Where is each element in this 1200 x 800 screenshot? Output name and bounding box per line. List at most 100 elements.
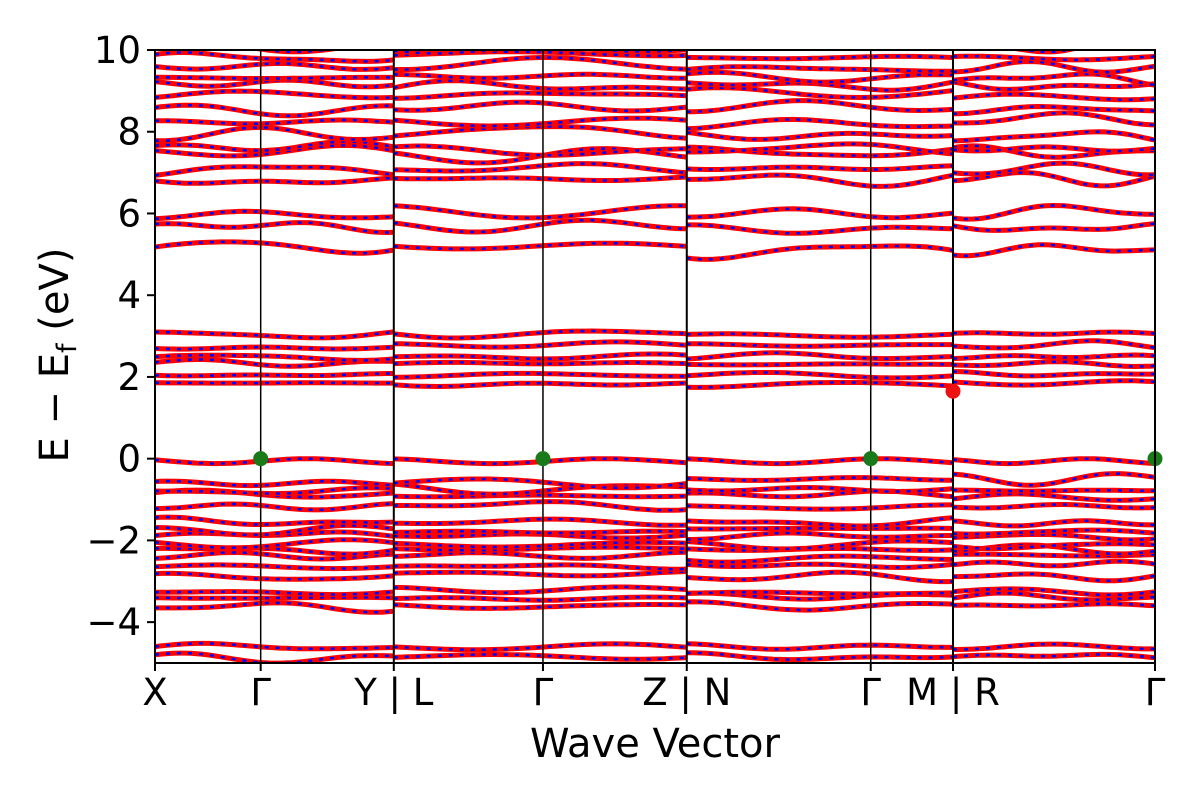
- x-axis-label: Wave Vector: [530, 721, 781, 767]
- band-line-blue: [686, 342, 953, 348]
- band-line-blue: [393, 642, 687, 651]
- band-line-blue: [952, 204, 1155, 221]
- band-line-blue: [952, 330, 1155, 336]
- y-tick-label: 2: [117, 356, 141, 399]
- y-axis-label-unit: (eV): [32, 248, 78, 344]
- y-tick-label: 4: [117, 274, 141, 317]
- band-line-blue: [155, 240, 395, 255]
- band-line-blue: [155, 590, 394, 596]
- band-line-blue: [952, 488, 1155, 493]
- band-line-blue: [952, 144, 1155, 159]
- x-tick-label: Γ: [1145, 671, 1166, 714]
- x-tick-label: Γ: [250, 671, 271, 714]
- band-line-blue: [155, 76, 394, 80]
- band-line-blue: [393, 493, 687, 498]
- band-line-blue: [686, 539, 954, 551]
- band-line-blue: [686, 503, 953, 511]
- band-line-blue: [953, 105, 1155, 115]
- x-tick-label: M | R: [906, 671, 1000, 714]
- band-line-blue: [952, 339, 1155, 350]
- band-line-blue: [686, 131, 954, 141]
- band-line-blue: [952, 161, 1155, 177]
- band-line-blue: [952, 60, 1155, 74]
- band-line-blue: [952, 111, 1155, 127]
- band-line-blue: [686, 332, 954, 339]
- band-line-blue: [155, 551, 394, 561]
- band-line-blue: [686, 476, 954, 482]
- band-line-blue: [686, 381, 954, 389]
- band-line-blue: [155, 486, 394, 495]
- band-line-blue: [686, 554, 954, 564]
- band-line-blue: [155, 502, 394, 512]
- band-line-blue: [393, 477, 687, 490]
- band-line-blue: [155, 538, 394, 550]
- band-line-blue: [155, 515, 394, 526]
- band-line-blue: [393, 50, 687, 55]
- band-line-blue: [393, 563, 687, 571]
- band-line-blue: [952, 472, 1155, 487]
- band-line-blue: [393, 352, 687, 361]
- band-line-blue: [155, 210, 394, 220]
- band-line-blue: [155, 524, 394, 537]
- band-line-blue: [393, 653, 687, 661]
- band-line-blue: [393, 381, 687, 388]
- band-line-blue: [952, 457, 1155, 465]
- band-line-blue: [393, 603, 687, 610]
- band-line-blue: [686, 457, 954, 465]
- band-line-blue: [393, 595, 687, 602]
- band-line-blue: [952, 171, 1155, 188]
- band-line-blue: [686, 371, 954, 380]
- band-line-blue: [686, 516, 954, 528]
- band-line-blue: [155, 176, 394, 185]
- y-axis-label: E − Ef (eV): [32, 248, 83, 463]
- band-line-blue: [686, 362, 953, 367]
- band-line-blue: [155, 165, 394, 177]
- band-line-blue: [686, 207, 954, 219]
- y-tick-label: 0: [117, 438, 141, 481]
- band-line-blue: [686, 118, 954, 131]
- band-line-blue: [393, 550, 687, 560]
- band-line-blue: [155, 103, 394, 118]
- band-line-blue: [393, 204, 687, 220]
- vbm-marker: [863, 451, 879, 467]
- band-line-blue: [952, 222, 1155, 232]
- band-line-blue: [686, 86, 954, 99]
- band-line-blue: [393, 500, 687, 512]
- band-line-blue: [686, 590, 954, 596]
- band-line-blue: [393, 361, 687, 366]
- band-line-blue: [155, 642, 394, 651]
- band-line-blue: [155, 601, 394, 614]
- band-line-blue: [952, 72, 1155, 87]
- band-line-blue: [952, 492, 1155, 502]
- band-line-blue: [155, 563, 394, 570]
- plot-frame: [154, 49, 1156, 664]
- band-line-blue: [952, 528, 1155, 536]
- band-line-blue: [686, 642, 953, 651]
- band-line-blue: [686, 244, 954, 261]
- band-line-blue: [952, 503, 1155, 510]
- band-line-blue: [393, 73, 687, 80]
- y-axis-label-subscript: f: [52, 342, 83, 353]
- band-line-blue: [155, 488, 394, 499]
- y-tick-label: 10: [94, 29, 141, 72]
- band-line-blue: [393, 50, 687, 57]
- band-line-blue: [952, 602, 1155, 608]
- y-tick-label: 8: [117, 111, 141, 154]
- band-line-blue: [952, 591, 1155, 602]
- band-line-blue: [952, 379, 1155, 387]
- band-line-blue: [686, 486, 954, 493]
- band-line-blue: [393, 219, 687, 234]
- band-line-blue: [393, 162, 687, 174]
- band-line-blue: [686, 562, 954, 569]
- y-axis-label-main: E − E: [32, 353, 78, 463]
- band-line-blue: [393, 144, 687, 157]
- band-line-blue: [952, 587, 1155, 597]
- band-line-blue: [686, 600, 954, 612]
- y-tick-label: −4: [86, 601, 141, 644]
- band-line-blue: [952, 54, 1155, 62]
- band-line-blue: [686, 570, 954, 583]
- band-line-blue: [686, 527, 953, 531]
- x-tick-label: Z | N: [642, 671, 731, 714]
- band-line-blue: [155, 345, 394, 351]
